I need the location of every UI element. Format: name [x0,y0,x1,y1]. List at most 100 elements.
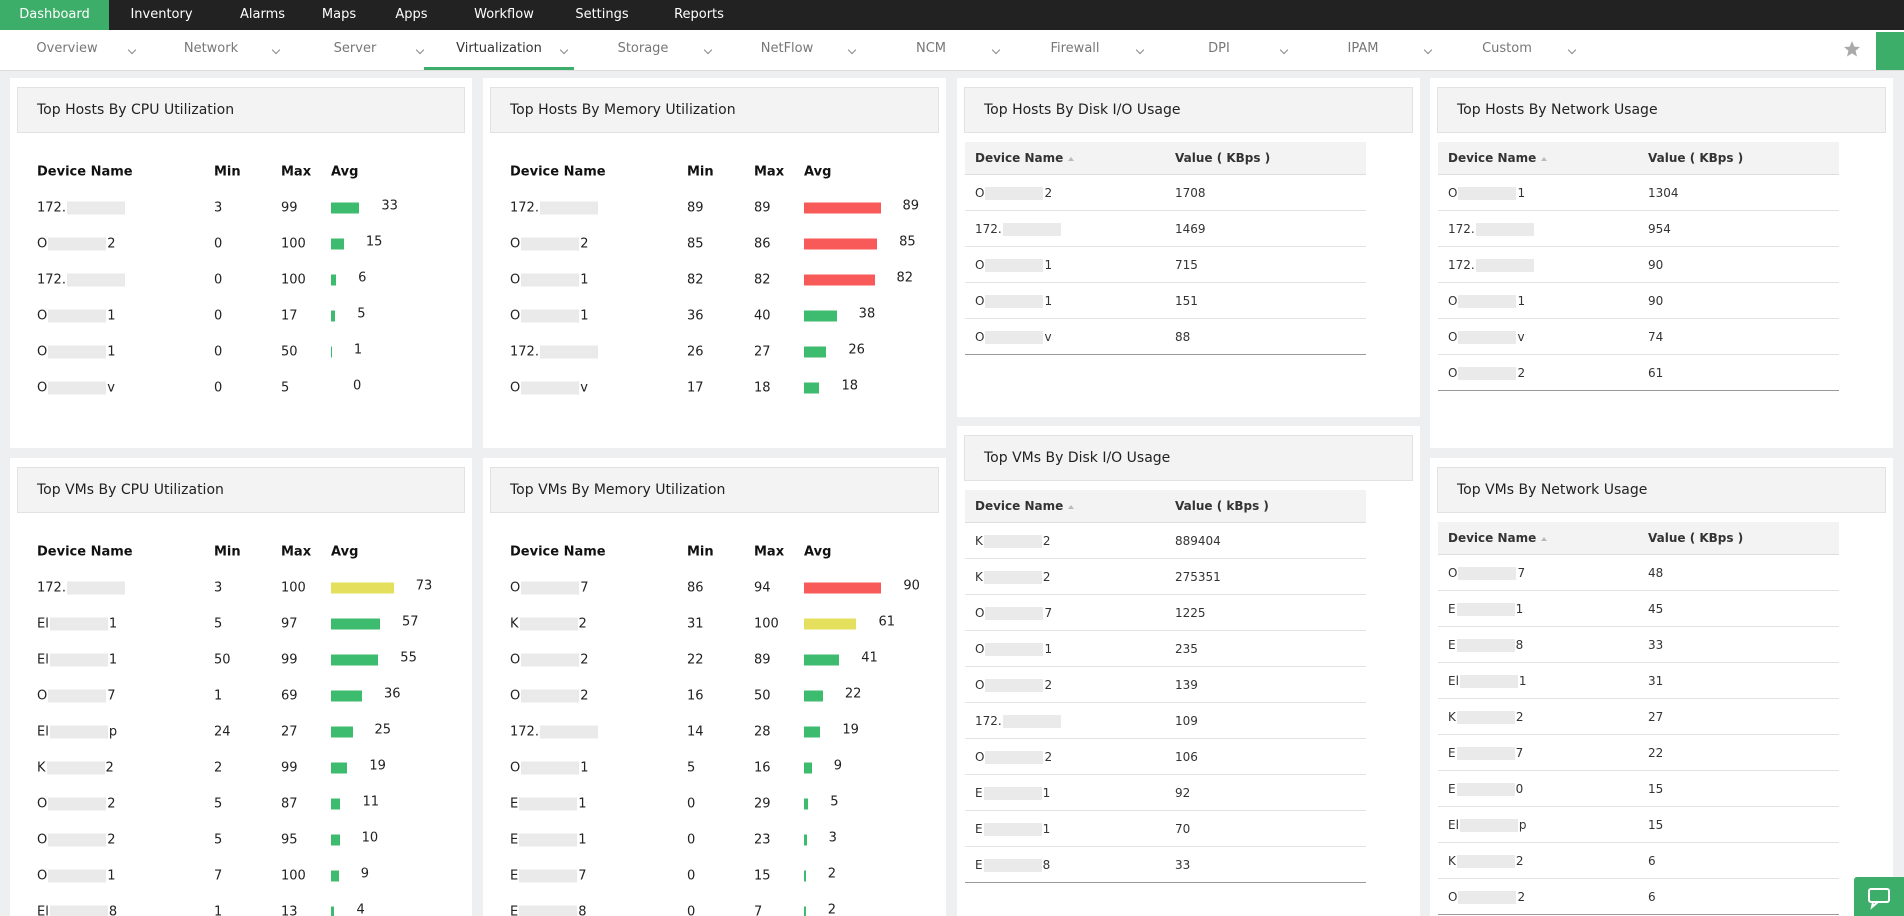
device-name-start: E [975,822,983,836]
subnav-tab[interactable]: Storage [617,41,669,56]
device-name-end: 7 [578,868,587,884]
nav-tab[interactable]: Workflow [474,7,534,22]
subnav-tab[interactable]: NCM [915,41,947,56]
redaction [985,331,1044,344]
max-value: 18 [754,380,771,396]
redaction [521,273,580,287]
chat-button[interactable] [1854,877,1904,916]
subnav-tab[interactable]: Overview [36,41,98,56]
device-name-start: 172. [1448,258,1475,272]
avg-value: 9 [360,866,370,882]
redaction [48,381,107,395]
avg-bar [804,346,827,358]
device-name-end: 1 [1044,642,1053,656]
min-value: 0 [214,236,223,252]
table-row: O 1 1304 [1438,175,1839,211]
value: 6 [1648,854,1656,868]
redaction [1456,855,1515,868]
avg-value: 2 [827,902,836,916]
subnav-tab[interactable]: Custom [1482,41,1532,56]
avg-value: 89 [902,198,920,214]
avg-bar [804,382,820,394]
device-name-end: 1 [580,308,589,324]
device-name-start: K [37,760,46,776]
redaction [983,823,1042,836]
max-value: 99 [281,200,298,216]
avg-bar [331,238,344,250]
sort-indicator [1541,156,1548,161]
value: 15 [1648,782,1664,796]
device-name-start: O [975,294,985,308]
avg-bar [804,310,837,322]
device-name-end: 1 [108,616,118,632]
value: 1708 [1175,186,1206,200]
subnav-tab[interactable]: Virtualization [424,30,574,70]
device-name-start: El [1448,818,1459,832]
column-header-text: Device Name [1448,151,1537,165]
nav-tab[interactable]: Reports [674,7,724,22]
subnav-tab[interactable]: NetFlow [760,41,814,56]
device-name-start: E [510,868,519,884]
value: 61 [1648,366,1664,380]
nav-tab[interactable]: Inventory [130,7,193,22]
avg-value: 18 [841,378,859,394]
redaction [983,787,1042,800]
redaction [1459,675,1518,688]
subnav-tab[interactable]: Firewall [1050,41,1100,56]
max-value: 87 [281,796,298,812]
value: 109 [1175,714,1198,728]
device-name-start: O [975,186,985,200]
device-name-end: 8 [578,904,587,916]
value: 715 [1175,258,1198,272]
nav-tab[interactable]: Alarms [239,7,286,22]
nav-tab[interactable]: Settings [575,7,629,22]
nav-tab[interactable]: Maps [321,7,357,22]
top-nav: Dashboard Inventory Alarms Maps Apps Workflow… [0,0,1904,30]
avg-value: 5 [830,794,839,810]
table-header: Device Name Value ( KBps ) [1438,142,1839,175]
value: 1225 [1175,606,1206,620]
subnav-tab[interactable]: IPAM [1347,41,1379,56]
redaction [519,617,578,631]
value: 1304 [1648,186,1679,200]
subnav-tab[interactable]: Server [333,41,377,56]
avg-bar [331,346,332,358]
device-name-start: O [37,344,48,360]
avg-bar [804,690,823,702]
redaction [1459,819,1518,832]
value: 139 [1175,678,1198,692]
device-name-start: O [37,380,48,396]
widget-header: Top Hosts By Disk I/O Usage [964,87,1413,133]
avg-value: 82 [896,270,914,286]
favorite-star[interactable] [1843,40,1861,58]
redaction [66,273,125,287]
min-value: 14 [687,724,704,740]
device-name-start: 172. [975,714,1002,728]
device-name-start: O [510,580,521,596]
nav-tab[interactable]: Apps [395,7,428,22]
widget-header: Top Hosts By Network Usage [1437,87,1886,133]
nav-tab[interactable]: Dashboard [0,0,109,30]
redaction [985,751,1044,764]
subnav-tab[interactable]: DPI [1208,41,1230,56]
column-header: Min [687,164,714,180]
side-button[interactable] [1876,32,1904,70]
redaction [983,859,1042,872]
redaction [521,581,580,595]
redaction [66,581,125,595]
value: 151 [1175,294,1198,308]
subnav-tab[interactable]: Network [183,41,239,56]
column-header: Device Name [510,164,606,180]
avg-bar [331,726,353,738]
